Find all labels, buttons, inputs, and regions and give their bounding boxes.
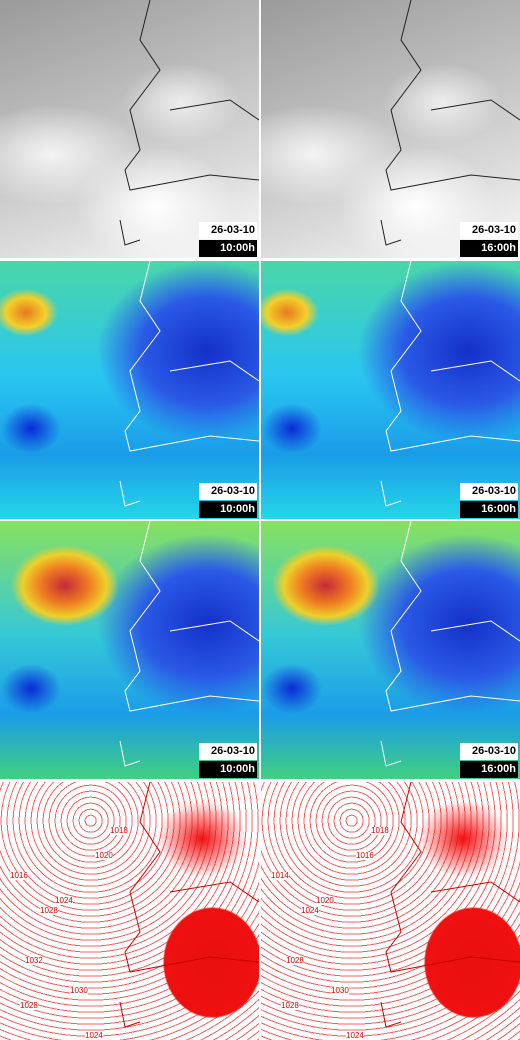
isobar-label: 1028: [40, 905, 58, 915]
coastline: [119, 260, 259, 507]
date-label: 26-03-10: [199, 222, 257, 239]
coastline: [380, 0, 520, 246]
time-label: 10:00h: [199, 500, 257, 518]
isobar-label: 1016: [10, 870, 28, 880]
map-panel: 26-03-10 10:00h: [0, 0, 259, 258]
isobar-label: 1024: [301, 905, 319, 915]
map-panel: 26-03-10 10:00h: [0, 521, 259, 780]
coastline: [119, 781, 259, 1028]
map-panel: 26-03-10 16:00h: [261, 521, 520, 780]
coastline: [380, 781, 520, 1028]
isobar-label: 1020: [316, 895, 334, 905]
isobar-label: 1014: [271, 870, 289, 880]
isobar-label: 1028: [281, 1000, 299, 1010]
time-label: 16:00h: [460, 500, 518, 518]
time-label: 10:00h: [199, 761, 257, 779]
isobar-label: 1024: [346, 1030, 364, 1040]
time-label: 16:00h: [460, 761, 518, 779]
map-panel: 26-03-10 10:00h: [0, 260, 259, 519]
coastline: [380, 260, 520, 507]
isobar-label: 1024: [55, 895, 73, 905]
map-panel: 26-03-10 16:00h: [261, 260, 520, 519]
map-panel: 26-03-10 16:00h: [261, 0, 520, 258]
date-label: 26-03-10: [460, 482, 518, 500]
isobar-label: 1028: [286, 955, 304, 965]
isobar-label: 1024: [85, 1030, 103, 1040]
date-label: 26-03-10: [199, 482, 257, 500]
coastline: [119, 521, 259, 767]
isobar-label: 1016: [356, 850, 374, 860]
isobar-label: 1028: [20, 1000, 38, 1010]
isobar-label: 1020: [95, 850, 113, 860]
date-label: 26-03-10: [460, 743, 518, 761]
map-panel: 1016 1020 1024 1028 1032 1030 1028 1024 1018: [0, 781, 259, 1040]
time-label: 16:00h: [460, 240, 518, 257]
coastline: [119, 0, 259, 246]
coastline: [380, 521, 520, 767]
isobar-label: 1018: [371, 825, 389, 835]
map-panel: 1014 1016 1020 1024 1028 1030 1028 1024 1018: [261, 781, 520, 1040]
date-label: 26-03-10: [460, 222, 518, 239]
isobar-label: 1018: [110, 825, 128, 835]
isobar-label: 1032: [25, 955, 43, 965]
time-label: 10:00h: [199, 240, 257, 257]
date-label: 26-03-10: [199, 743, 257, 761]
isobar-label: 1030: [331, 985, 349, 995]
isobar-label: 1030: [70, 985, 88, 995]
